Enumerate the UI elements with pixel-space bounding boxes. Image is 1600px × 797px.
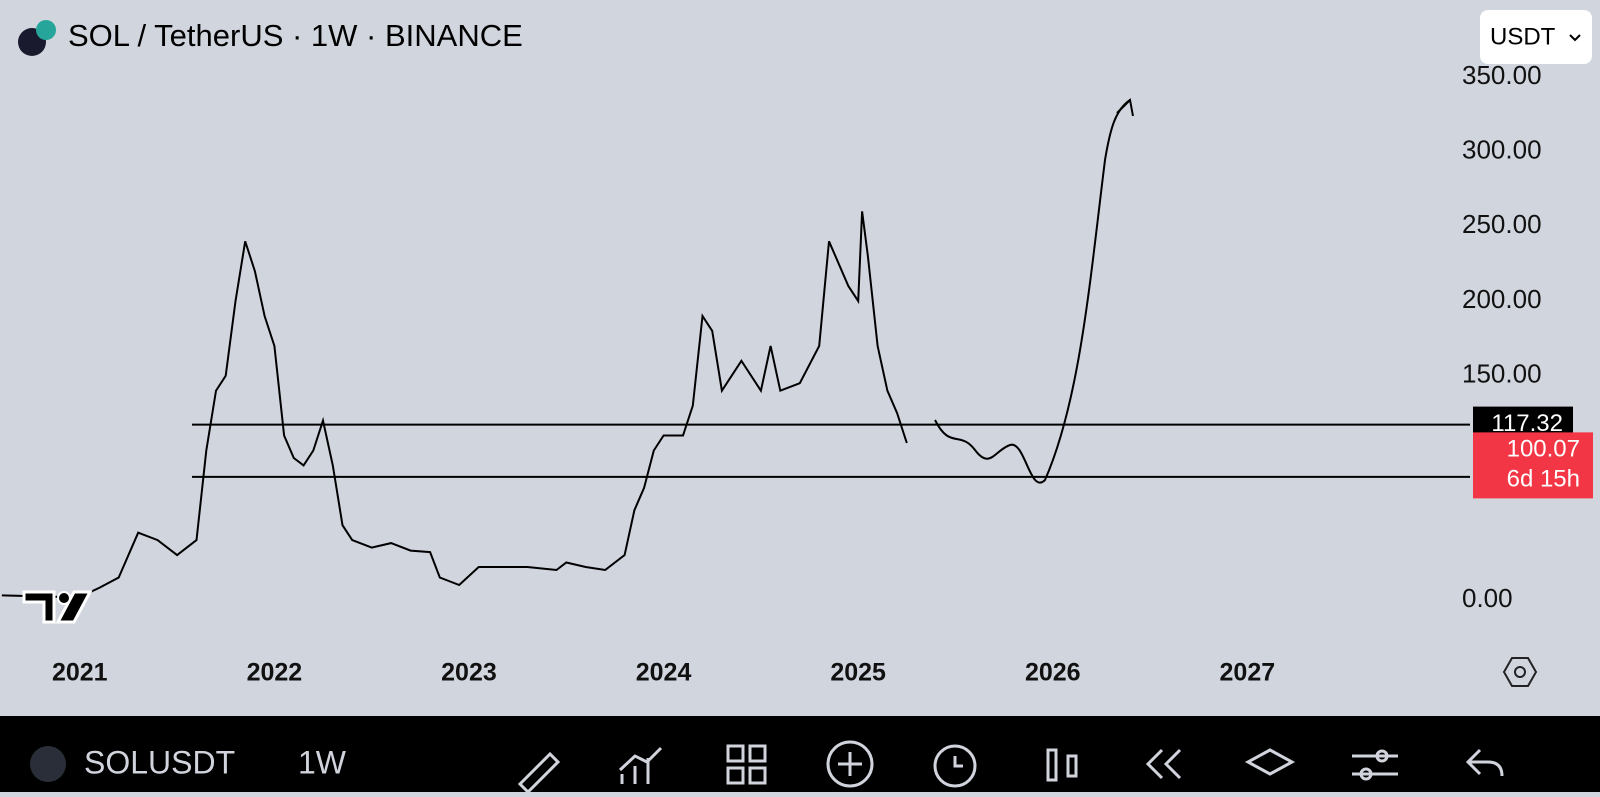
y-tick-label: 200.00 — [1462, 284, 1542, 314]
y-tick-label: 300.00 — [1462, 135, 1542, 165]
settings-button[interactable] — [1502, 657, 1538, 687]
x-tick-label: 2021 — [52, 659, 108, 687]
y-tick-label: 0.00 — [1462, 583, 1513, 613]
y-tick-label: 250.00 — [1462, 209, 1542, 239]
projection-drawing — [934, 99, 1131, 484]
last-price-tag — [1473, 432, 1593, 499]
x-tick-label: 2026 — [1025, 659, 1081, 687]
y-tick-label: 150.00 — [1462, 359, 1542, 389]
x-tick-label: 2024 — [636, 659, 692, 687]
settings-dot[interactable] — [1514, 666, 1526, 678]
currency-icon — [36, 20, 56, 40]
toolbar-symbol[interactable]: SOLUSDT — [84, 744, 235, 780]
bar-countdown: 6d 15h — [1507, 466, 1580, 493]
chart-title: SOL / TetherUS · 1W · BINANCE — [68, 18, 523, 53]
currency-label[interactable]: USDT — [1490, 23, 1556, 50]
currency-button[interactable] — [1480, 10, 1592, 64]
x-tick-label: 2022 — [247, 659, 303, 687]
toolbar-interval[interactable]: 1W — [298, 744, 347, 780]
x-tick-label: 2025 — [830, 659, 886, 687]
toolbar-symbol-icon — [30, 746, 66, 782]
toolbar — [0, 716, 1600, 792]
x-tick-label: 2027 — [1220, 659, 1276, 687]
projection-arrowhead — [1116, 97, 1134, 117]
y-tick-label: 350.00 — [1462, 60, 1542, 90]
dropdown-caret[interactable] — [1569, 34, 1581, 42]
x-tick-label: 2023 — [441, 659, 497, 687]
tradingview-logo — [22, 590, 93, 624]
price-line — [1, 211, 908, 598]
toolbar-icons[interactable] — [517, 740, 1504, 795]
plot-area: 0.00 150.00 200.00 250.00 300.00 350.00 2021 20… — [1, 60, 1593, 687]
last-price-label: 100.07 — [1507, 436, 1580, 463]
